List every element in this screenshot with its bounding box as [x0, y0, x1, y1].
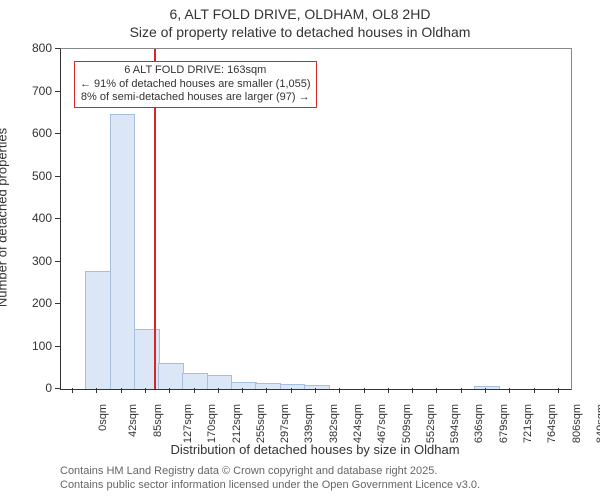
xtick-label: 467sqm: [376, 404, 388, 443]
footer-line-1: Contains HM Land Registry data © Crown c…: [60, 464, 480, 478]
xtick-label: 424sqm: [352, 404, 364, 443]
ytick-mark: [55, 176, 60, 177]
xtick-mark: [145, 388, 146, 393]
xtick-label: 636sqm: [474, 404, 486, 443]
ytick-label: 600: [12, 126, 52, 140]
y-axis-title: Number of detached properties: [0, 118, 10, 318]
ytick-mark: [55, 303, 60, 304]
xtick-mark: [461, 388, 462, 393]
ytick-mark: [55, 48, 60, 49]
xtick-label: 0sqm: [97, 404, 109, 431]
xtick-label: 382sqm: [328, 404, 340, 443]
xtick-mark: [194, 388, 195, 393]
annotation-line: 6 ALT FOLD DRIVE: 163sqm: [80, 64, 311, 78]
ytick-label: 800: [12, 41, 52, 55]
annotation-line: 8% of semi-detached houses are larger (9…: [80, 91, 311, 105]
xtick-label: 170sqm: [206, 404, 218, 443]
chart-footer: Contains HM Land Registry data © Crown c…: [60, 464, 480, 493]
xtick-mark: [364, 388, 365, 393]
ytick-label: 400: [12, 211, 52, 225]
xtick-label: 721sqm: [522, 404, 534, 443]
xtick-label: 297sqm: [279, 404, 291, 443]
ytick-mark: [55, 346, 60, 347]
xtick-label: 679sqm: [498, 404, 510, 443]
ytick-label: 500: [12, 169, 52, 183]
xtick-label: 849sqm: [595, 404, 600, 443]
xtick-label: 212sqm: [231, 404, 243, 443]
chart-title-sub: Size of property relative to detached ho…: [0, 24, 600, 40]
xtick-mark: [218, 388, 219, 393]
xtick-label: 42sqm: [127, 404, 139, 437]
xtick-label: 552sqm: [425, 404, 437, 443]
ytick-mark: [55, 91, 60, 92]
histogram-bar: [231, 382, 257, 389]
histogram-bar: [474, 386, 500, 389]
xtick-label: 255sqm: [255, 404, 267, 443]
histogram-bar: [182, 373, 208, 389]
footer-line-2: Contains public sector information licen…: [60, 478, 480, 492]
ytick-label: 700: [12, 84, 52, 98]
xtick-label: 127sqm: [182, 404, 194, 443]
xtick-mark: [96, 388, 97, 393]
histogram-bar: [280, 384, 306, 389]
xtick-label: 85sqm: [152, 404, 164, 437]
xtick-mark: [558, 388, 559, 393]
histogram-bar: [304, 385, 330, 389]
annotation-box: 6 ALT FOLD DRIVE: 163sqm← 91% of detache…: [74, 61, 317, 108]
xtick-mark: [121, 388, 122, 393]
annotation-line: ← 91% of detached houses are smaller (1,…: [80, 78, 311, 92]
histogram-bar: [207, 375, 233, 389]
histogram-bar: [255, 383, 281, 389]
xtick-label: 764sqm: [546, 404, 558, 443]
ytick-mark: [55, 261, 60, 262]
ytick-mark: [55, 133, 60, 134]
histogram-bar: [158, 363, 184, 390]
xtick-label: 594sqm: [449, 404, 461, 443]
chart-title-main: 6, ALT FOLD DRIVE, OLDHAM, OL8 2HD: [0, 6, 600, 22]
xtick-mark: [291, 388, 292, 393]
histogram-bar: [110, 114, 136, 389]
xtick-mark: [339, 388, 340, 393]
ytick-label: 300: [12, 254, 52, 268]
xtick-mark: [266, 388, 267, 393]
ytick-mark: [55, 218, 60, 219]
xtick-label: 339sqm: [304, 404, 316, 443]
xtick-mark: [485, 388, 486, 393]
ytick-label: 0: [12, 381, 52, 395]
xtick-label: 509sqm: [401, 404, 413, 443]
xtick-mark: [388, 388, 389, 393]
xtick-mark: [72, 388, 73, 393]
xtick-mark: [436, 388, 437, 393]
chart-container: 6, ALT FOLD DRIVE, OLDHAM, OL8 2HD Size …: [0, 0, 600, 500]
xtick-mark: [509, 388, 510, 393]
xtick-mark: [412, 388, 413, 393]
x-axis-title: Distribution of detached houses by size …: [170, 442, 459, 457]
ytick-label: 200: [12, 296, 52, 310]
xtick-mark: [169, 388, 170, 393]
histogram-bar: [85, 271, 111, 389]
xtick-label: 806sqm: [571, 404, 583, 443]
xtick-mark: [242, 388, 243, 393]
xtick-mark: [534, 388, 535, 393]
xtick-mark: [315, 388, 316, 393]
ytick-mark: [55, 388, 60, 389]
ytick-label: 100: [12, 339, 52, 353]
